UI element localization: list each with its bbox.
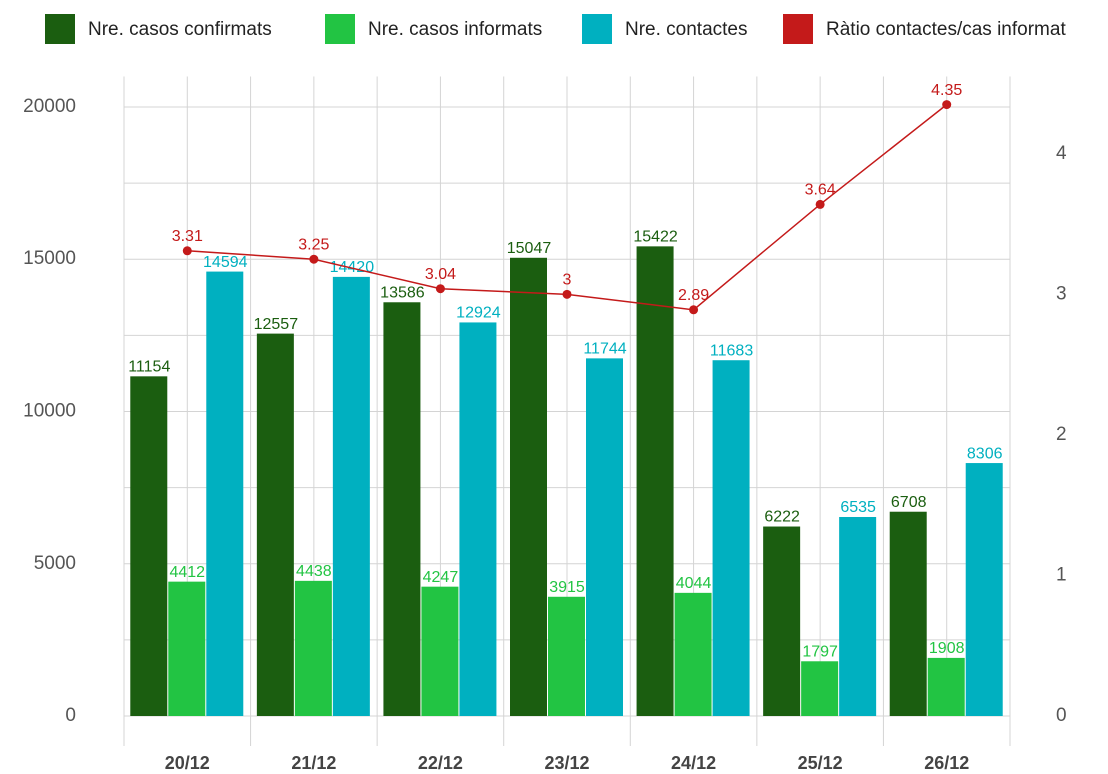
y-tick-label: 5000	[34, 553, 76, 574]
bar	[130, 376, 168, 716]
ratio-label: 2.89	[678, 287, 709, 304]
bar	[256, 333, 294, 716]
bar	[294, 580, 332, 716]
value-label: 14594	[203, 254, 248, 271]
ratio-label: 3.04	[425, 266, 456, 283]
value-label: 8306	[967, 445, 1003, 462]
ratio-label: 3	[563, 272, 572, 289]
x-tick-label: 26/12	[924, 753, 969, 773]
bar	[763, 526, 801, 716]
x-tick-label: 24/12	[671, 753, 716, 773]
value-label: 13586	[380, 284, 425, 301]
bar	[712, 360, 750, 716]
y2-tick-label: 3	[1056, 283, 1067, 304]
value-label: 4438	[296, 563, 332, 580]
bar	[636, 246, 674, 716]
bar	[383, 302, 421, 716]
ratio-label: 4.35	[931, 82, 962, 99]
value-label: 12924	[456, 305, 501, 322]
x-tick-label: 21/12	[291, 753, 336, 773]
value-label: 6708	[891, 494, 927, 511]
value-label: 4412	[169, 564, 205, 581]
ratio-point	[689, 305, 699, 315]
legend-swatch	[45, 14, 75, 44]
y-tick-label: 10000	[23, 400, 76, 421]
value-label: 3915	[549, 579, 585, 596]
y2-tick-label: 0	[1056, 705, 1067, 726]
value-label: 15047	[507, 240, 552, 257]
value-label: 1797	[802, 643, 838, 660]
value-label: 11683	[710, 342, 753, 359]
ratio-point	[435, 284, 445, 294]
ratio-point	[182, 246, 192, 256]
ratio-point	[815, 199, 825, 209]
y2-tick-label: 2	[1056, 424, 1067, 445]
ratio-label: 3.31	[172, 228, 203, 245]
bar	[674, 592, 712, 716]
legend-label: Nre. casos confirmats	[88, 19, 272, 40]
value-label: 11744	[583, 341, 626, 358]
bar	[889, 511, 927, 716]
legend-label: Nre. casos informats	[368, 19, 542, 40]
bar	[459, 322, 497, 716]
bar	[510, 257, 547, 716]
bar	[927, 657, 965, 716]
ratio-label: 3.25	[298, 236, 329, 253]
bar	[332, 276, 370, 716]
value-label: 6222	[764, 509, 800, 526]
value-label: 15422	[633, 229, 678, 246]
y-tick-label: 0	[65, 705, 76, 726]
legend-label: Nre. contactes	[625, 19, 748, 40]
x-tick-label: 25/12	[798, 753, 843, 773]
legend-label: Ràtio contactes/cas informat	[826, 19, 1066, 40]
value-label: 11154	[128, 359, 170, 376]
x-tick-label: 23/12	[544, 753, 589, 773]
ratio-point	[309, 254, 319, 264]
bar	[168, 581, 206, 716]
x-tick-label: 22/12	[418, 753, 463, 773]
bar	[801, 661, 839, 716]
value-label: 1908	[929, 640, 965, 657]
bar	[965, 463, 1003, 716]
value-label: 4247	[423, 569, 459, 586]
legend-swatch	[783, 14, 813, 44]
value-label: 6535	[840, 499, 876, 516]
ratio-point	[562, 289, 572, 299]
bar	[206, 271, 244, 716]
legend-swatch	[582, 14, 612, 44]
bar	[586, 358, 623, 716]
y-tick-label: 15000	[23, 248, 76, 269]
value-label: 4044	[676, 575, 712, 592]
ratio-label: 3.64	[805, 182, 836, 199]
y2-tick-label: 1	[1056, 564, 1067, 585]
y-tick-label: 20000	[23, 96, 76, 117]
bar	[421, 586, 459, 716]
y2-tick-label: 4	[1056, 143, 1067, 164]
x-tick-label: 20/12	[165, 753, 210, 773]
bar	[839, 516, 877, 716]
ratio-point	[942, 100, 952, 110]
bar	[548, 596, 585, 716]
legend-swatch	[325, 14, 355, 44]
value-label: 12557	[254, 316, 299, 333]
